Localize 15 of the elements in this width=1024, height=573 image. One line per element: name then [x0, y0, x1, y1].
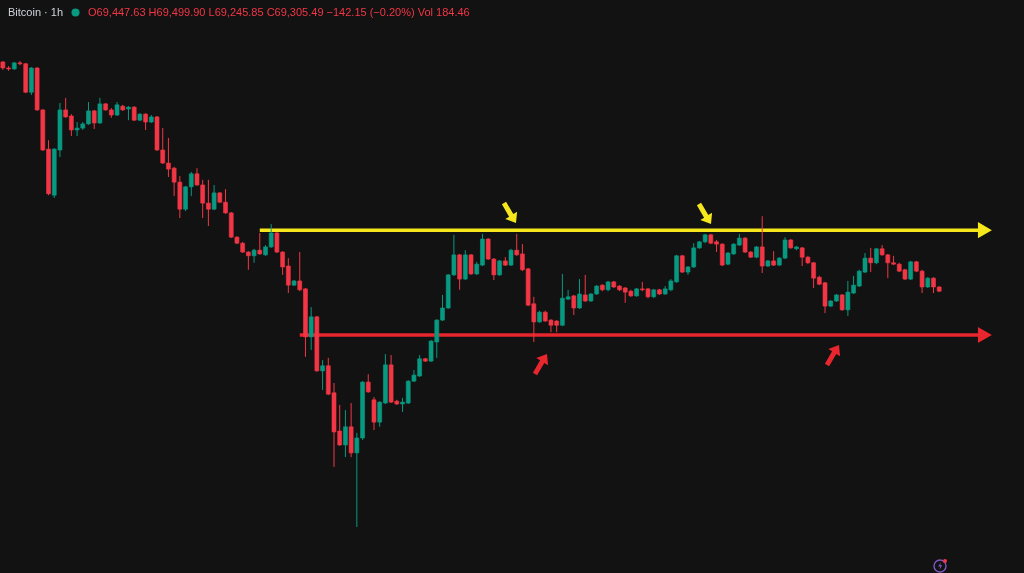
candlestick [365, 373, 371, 394]
candlestick [251, 248, 257, 264]
chart-subtitle: O69,447.63 H69,499.90 L69,245.85 C69,305.49 −142.15 (−0.20%) Vol 184.46 [88, 6, 470, 18]
candlestick [211, 184, 217, 211]
candlestick [582, 274, 588, 303]
candlestick [759, 215, 765, 274]
candlestick [257, 232, 263, 256]
candlestick [371, 396, 377, 431]
chart-title: Bitcoin · 1h [8, 6, 64, 18]
candlestick [97, 97, 103, 125]
candlestick [577, 278, 582, 310]
candlestick [343, 409, 348, 458]
candlestick [868, 247, 873, 273]
candlestick [308, 306, 314, 351]
candlestick [320, 359, 325, 391]
